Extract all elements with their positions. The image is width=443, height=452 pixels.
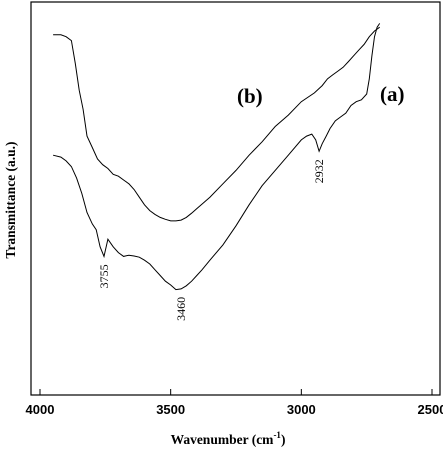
x-axis-title-main: Wavenumber (cm [171,432,275,447]
peak-label-2932: 2932 [312,159,326,183]
peak-annotations: 3755 3460 2932 [97,159,326,321]
series-label-a: (a) [380,82,405,106]
x-tick-label-4000: 4000 [26,402,55,417]
x-axis-title-close: ) [281,432,286,447]
series-line-a [52,23,381,291]
x-axis-title: Wavenumber (cm-1) [171,430,286,447]
plot-frame [30,1,441,396]
x-tick-label-2500: 2500 [418,402,443,417]
x-axis-tick-labels: 4000 3500 3000 2500 [26,402,443,417]
x-tick-label-3500: 3500 [156,402,185,417]
series-line-b [53,26,380,222]
y-axis-title: Transmittance (a.u.) [3,141,18,258]
series-label-b: (b) [237,84,263,108]
x-axis-title-sup: -1 [273,430,281,440]
series-lines [52,23,381,291]
peak-label-3460: 3460 [174,297,188,321]
x-tick-label-3000: 3000 [287,402,316,417]
x-axis-ticks [39,389,433,395]
peak-label-3755: 3755 [97,264,111,288]
